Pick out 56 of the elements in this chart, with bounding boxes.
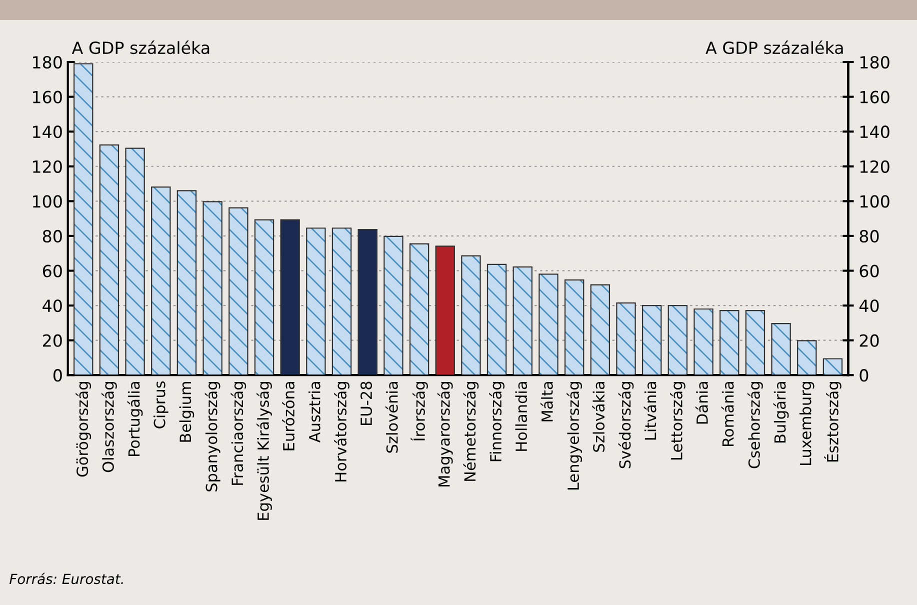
x-tick-label: Horvátország [334,382,350,482]
y-tick-label: 60 [42,264,62,278]
x-tick-label: Luxemburg [799,382,814,466]
y2-tick-label: 40 [859,299,879,312]
x-tick-label: Eurózóna [282,382,295,450]
y2-tick-label: 20 [860,334,879,347]
y-tick-label: 160 [33,90,62,104]
x-tick-label: Románia [721,382,734,446]
x-tick-label: Málta [540,382,553,422]
x-tick-label: Egyesült Királyság [256,382,272,520]
x-tick-label: Írország [410,382,428,441]
x-tick-label: Magyarország [437,382,453,486]
x-tick-label: Portugália [127,382,143,456]
y-tick-label: 80 [42,230,62,243]
y-tick-label: 100 [33,195,62,208]
text: Forrás: Eurostat. [10,572,123,584]
x-tick-label: Szlovénia [385,382,398,453]
x-tick-label: Németország [463,382,479,481]
x-tick-label: Ausztria [308,382,320,443]
x-tick-label: Lengyelország [566,382,582,490]
y2-tick-label: 160 [860,90,890,104]
x-tick-label: Olaszország [102,382,117,472]
y-tick-label: 140 [33,126,62,138]
x-tick-label: Észtország [824,382,842,462]
y2-tick-label: 100 [860,195,890,208]
y-tick-label: 180 [33,56,62,69]
y2-tick-label: 140 [860,126,890,138]
y2-axis-title: A GDP százaléka [706,40,843,54]
y-tick-label: 20 [43,334,62,347]
y2-tick-label: 180 [860,56,890,69]
x-tick-label: Bulgária [773,382,789,443]
x-tick-label: Franciaország [230,382,246,485]
y-tick-label: 0 [53,369,62,382]
bar [435,246,455,376]
y-tick-label: 120 [33,160,62,173]
y2-tick-label: 0 [860,369,868,382]
x-tick-label: Csehország [748,382,763,468]
x-tick-label: Hollandia [515,382,528,451]
x-tick-label: Svédország [618,382,634,468]
x-tick-label: Ciprus [153,381,168,428]
x-tick-label: Spanyolország [204,382,220,492]
x-tick-label: Belgium [179,382,194,442]
y2-tick-label: 60 [860,264,879,278]
x-tick-label: Lettország [670,382,686,460]
y2-tick-label: 120 [860,160,890,173]
x-tick-label: EU-28 [360,382,372,425]
x-tick-label: Litvánia [644,382,656,440]
y-axis-title: A GDP százaléka [72,40,210,54]
bar [358,228,378,376]
x-tick-label: Szlovákia [592,382,605,452]
x-tick-label: Dánia [696,382,708,424]
y2-tick-label: 80 [860,230,879,243]
y-tick-label: 40 [42,299,62,312]
bar [280,219,300,376]
x-tick-label: Finnország [489,382,504,462]
x-tick-label: Görögország [76,382,92,477]
